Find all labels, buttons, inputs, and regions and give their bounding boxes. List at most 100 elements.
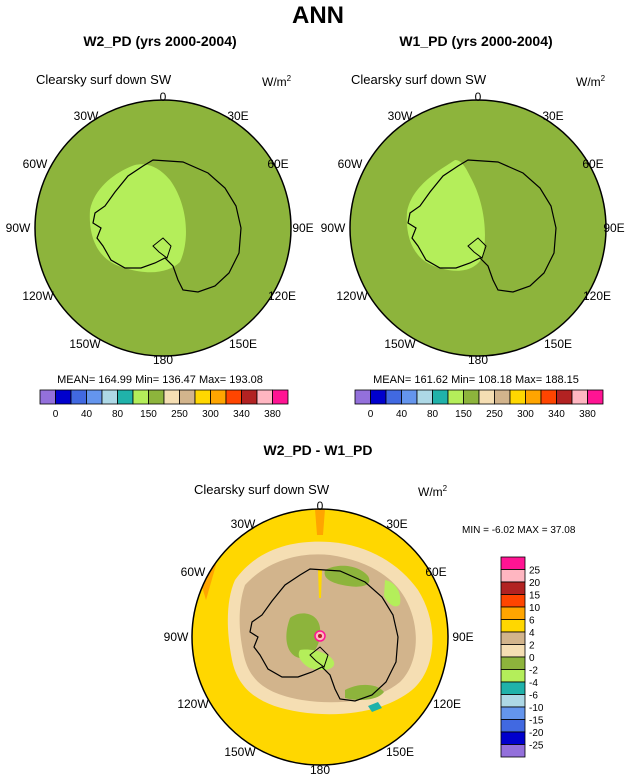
diff-colorbar-label: 6 <box>529 616 535 627</box>
right-colorbar-box <box>432 389 449 405</box>
diff-colorbar-box <box>500 556 526 570</box>
left-colorbar-label: 380 <box>264 409 281 420</box>
left-map-border <box>34 99 292 357</box>
right-colorbar-box <box>525 389 542 405</box>
right-variable-label: Clearsky surf down SW <box>351 72 487 87</box>
right-units-exp: 2 <box>600 74 606 83</box>
diff-tan-interior <box>239 554 416 703</box>
diff-units-exp: 2 <box>442 484 448 493</box>
diff-colorbar-label: -15 <box>529 716 544 727</box>
right-colorbar-label: 80 <box>427 409 439 420</box>
right-colorbar-label: 40 <box>396 409 408 420</box>
right-colorbar-label: 340 <box>548 409 565 420</box>
right-colorbar-box <box>571 389 588 405</box>
left-lon-0: 0 <box>160 90 167 104</box>
left-colorbar: 0 40 80 150 250 300 340 380 <box>39 389 289 420</box>
diff-colorbar-label: 25 <box>529 566 541 577</box>
left-colorbar-box <box>55 389 72 405</box>
left-colorbar-box <box>163 389 180 405</box>
diff-colorbar-box <box>500 656 526 670</box>
right-colorbar-label: 250 <box>486 409 503 420</box>
diff-teal-patch <box>368 702 382 712</box>
diff-units-label: W/m2 <box>418 484 447 499</box>
diff-colorbar-label: 4 <box>529 628 535 639</box>
left-map: 0 30E 60E 90E 120E 150E 180 150W 120W 90… <box>6 90 314 367</box>
left-colorbar-label: 300 <box>202 409 219 420</box>
right-colorbar-box <box>494 389 511 405</box>
diff-colorbar-box <box>500 706 526 720</box>
right-map-border <box>349 99 607 357</box>
diff-stats: MIN = -6.02 MAX = 37.08 <box>462 525 576 536</box>
diff-lon-150w: 150W <box>224 745 256 759</box>
diff-colorbar-box <box>500 681 526 695</box>
diff-variable-label: Clearsky surf down SW <box>194 482 330 497</box>
diff-orange-stripe-left <box>200 560 216 600</box>
right-colorbar-box <box>463 389 480 405</box>
right-units-label: W/m2 <box>576 74 605 89</box>
diff-lon-30w: 30W <box>231 517 256 531</box>
diff-lon-180: 180 <box>310 763 330 777</box>
diff-colorbar-label: 20 <box>529 578 541 589</box>
right-colorbar-box <box>587 389 604 405</box>
left-lon-60w: 60W <box>23 157 48 171</box>
right-colorbar: 0 40 80 150 250 300 340 380 <box>354 389 604 420</box>
right-lon-150w: 150W <box>384 337 416 351</box>
left-colorbar-box <box>101 389 118 405</box>
left-colorbar-box <box>179 389 196 405</box>
diff-colorbar-label: 15 <box>529 591 541 602</box>
diff-colorbar-box <box>500 581 526 595</box>
left-lon-150e: 150E <box>229 337 257 351</box>
right-colorbar-box <box>416 389 433 405</box>
right-colorbar-box <box>401 389 418 405</box>
right-colorbar-box <box>447 389 464 405</box>
right-colorbar-label: 0 <box>368 409 374 420</box>
right-lon-120e: 120E <box>583 289 611 303</box>
left-colorbar-box <box>70 389 87 405</box>
right-map-lowvalue-region <box>406 160 485 271</box>
left-colorbar-label: 150 <box>140 409 157 420</box>
left-colorbar-box <box>241 389 258 405</box>
left-colorbar-box <box>148 389 165 405</box>
diff-lightgreen-patch-east <box>384 580 401 607</box>
left-colorbar-label: 250 <box>171 409 188 420</box>
diff-colorbar-box <box>500 731 526 745</box>
diff-colorbar-label: -6 <box>529 691 538 702</box>
diff-map: 0 30E 60E 90E 120E 150E 180 150W 120W 90… <box>164 499 474 777</box>
left-lon-180: 180 <box>153 353 173 367</box>
left-colorbar-box <box>132 389 149 405</box>
right-colorbar-box <box>478 389 495 405</box>
diff-colorbar-label: -20 <box>529 728 544 739</box>
diff-colorbar-label: 10 <box>529 603 541 614</box>
left-lon-120w: 120W <box>22 289 54 303</box>
diff-units-base: W/m <box>418 485 443 499</box>
diff-lon-90e: 90E <box>452 630 473 644</box>
diff-colorbar-label: -10 <box>529 703 544 714</box>
diff-lon-60w: 60W <box>181 565 206 579</box>
left-colorbar-label: 80 <box>112 409 124 420</box>
diff-colorbar-label: -25 <box>529 741 544 752</box>
diff-colorbar-box <box>500 719 526 733</box>
right-lon-180: 180 <box>468 353 488 367</box>
right-colorbar-label: 300 <box>517 409 534 420</box>
left-colorbar-box <box>225 389 242 405</box>
left-variable-label: Clearsky surf down SW <box>36 72 172 87</box>
left-lon-30e: 30E <box>227 109 248 123</box>
left-colorbar-box <box>117 389 134 405</box>
diff-lon-60e: 60E <box>425 565 446 579</box>
left-colorbar-box <box>194 389 211 405</box>
diff-lon-150e: 150E <box>386 745 414 759</box>
right-colorbar-box <box>354 389 371 405</box>
left-colorbar-box <box>39 389 56 405</box>
diff-colorbar-box <box>500 619 526 633</box>
right-lon-150e: 150E <box>544 337 572 351</box>
right-lon-90w: 90W <box>321 221 346 235</box>
left-colorbar-label: 0 <box>53 409 59 420</box>
diff-lightgreen-patch <box>298 649 335 670</box>
left-units-base: W/m <box>262 75 287 89</box>
left-colorbar-label: 40 <box>81 409 93 420</box>
right-lon-60w: 60W <box>338 157 363 171</box>
right-map: 0 30E 60E 90E 120E 150E 180 150W 120W 90… <box>321 90 625 367</box>
diff-lon-120e: 120E <box>433 697 461 711</box>
diff-colorbar-box <box>500 744 526 758</box>
